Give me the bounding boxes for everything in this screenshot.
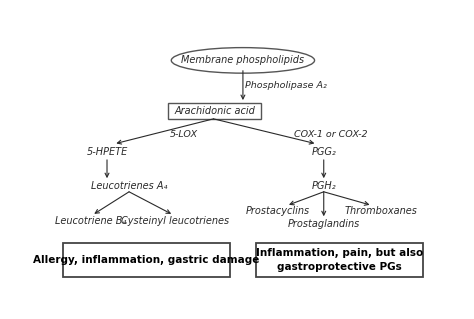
Text: Leucotriene B₄: Leucotriene B₄ <box>55 216 126 226</box>
Text: 5-LOX: 5-LOX <box>170 130 198 139</box>
Text: Prostaglandins: Prostaglandins <box>288 219 360 229</box>
Text: COX-1 or COX-2: COX-1 or COX-2 <box>294 130 368 139</box>
Text: Allergy, inflammation, gastric damage: Allergy, inflammation, gastric damage <box>33 255 260 265</box>
Text: Inflammation, pain, but also
gastroprotective PGs: Inflammation, pain, but also gastroprote… <box>256 249 423 271</box>
Text: Arachidonic acid: Arachidonic acid <box>174 106 255 116</box>
Text: Phospholipase A₂: Phospholipase A₂ <box>245 81 327 90</box>
Text: Membrane phospholipids: Membrane phospholipids <box>182 56 304 65</box>
Text: PGG₂: PGG₂ <box>311 147 336 158</box>
Text: 5-HPETE: 5-HPETE <box>86 147 128 158</box>
Text: Thromboxanes: Thromboxanes <box>344 206 417 217</box>
Text: Cysteinyl leucotrienes: Cysteinyl leucotrienes <box>121 216 229 226</box>
Text: Leucotrienes A₄: Leucotrienes A₄ <box>91 181 167 191</box>
Text: Prostacyclins: Prostacyclins <box>246 206 310 217</box>
Text: PGH₂: PGH₂ <box>311 181 336 191</box>
